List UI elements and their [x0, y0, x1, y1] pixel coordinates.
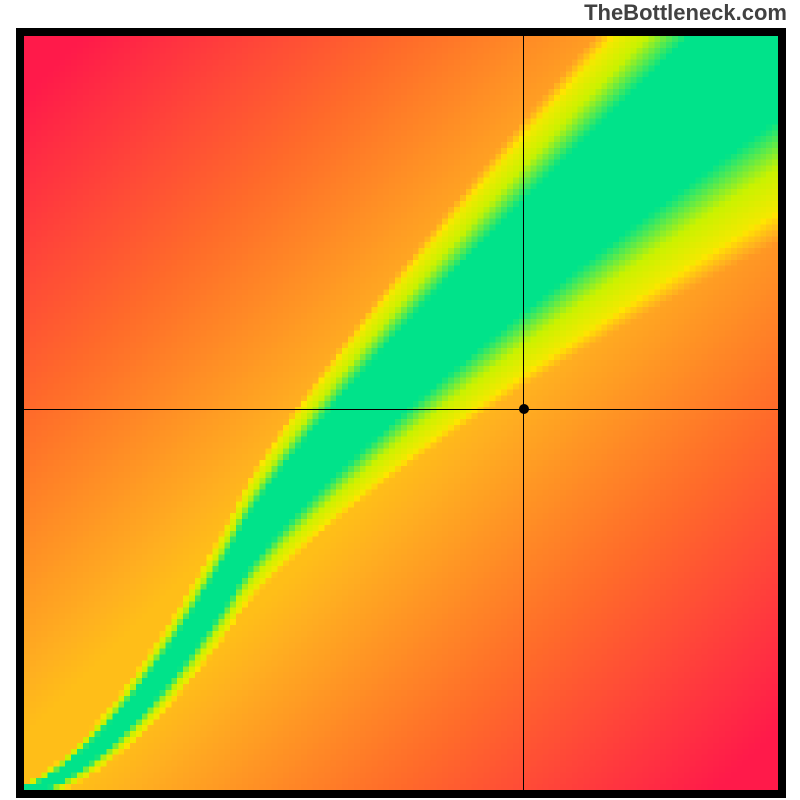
plot-frame [16, 28, 786, 798]
marker-dot [519, 404, 529, 414]
watermark-text: TheBottleneck.com [584, 0, 787, 26]
heatmap-canvas [24, 36, 778, 790]
chart-container: TheBottleneck.com [0, 0, 800, 800]
crosshair-horizontal [24, 409, 778, 410]
